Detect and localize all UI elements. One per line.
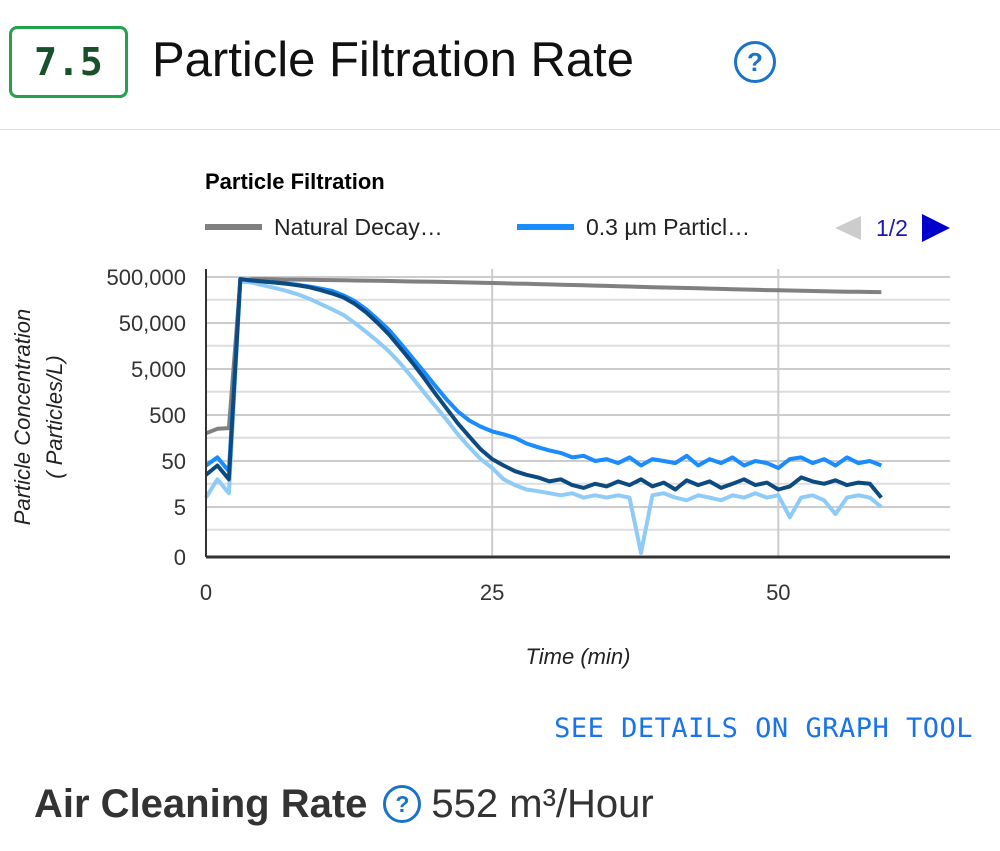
page-title: Particle Filtration Rate bbox=[152, 33, 635, 87]
air-cleaning-rate: Air Cleaning Rate ? 552 m³/Hour bbox=[34, 778, 654, 830]
y-tick-label: 5,000 bbox=[131, 357, 186, 382]
series-line-2 bbox=[204, 277, 883, 499]
particle-filtration-chart: Particle Filtration Natural Decay… 0.3 µ… bbox=[10, 169, 950, 669]
legend-label-natural-decay: Natural Decay… bbox=[274, 214, 443, 240]
y-tick-label: 5 bbox=[174, 495, 186, 520]
x-tick-label: 50 bbox=[766, 580, 790, 605]
legend-prev-arrow-icon[interactable] bbox=[835, 216, 861, 240]
divider bbox=[0, 129, 1000, 130]
x-tick-label: 25 bbox=[480, 580, 504, 605]
score-badge: 7.5 bbox=[9, 26, 128, 98]
question-circle-icon[interactable]: ? bbox=[383, 785, 422, 823]
y-tick-label: 500 bbox=[149, 403, 186, 428]
series-line-3 bbox=[204, 279, 883, 555]
y-axis-label: Particle Concentration bbox=[10, 309, 35, 525]
y-tick-label: 500,000 bbox=[106, 265, 186, 290]
series-line-1 bbox=[204, 277, 883, 474]
see-details-link[interactable]: SEE DETAILS ON GRAPH TOOL bbox=[554, 713, 973, 744]
air-cleaning-rate-label: Air Cleaning Rate bbox=[34, 782, 368, 826]
question-circle-icon[interactable]: ? bbox=[734, 41, 776, 83]
legend-page: 1/2 bbox=[876, 215, 908, 241]
y-tick-label: 0 bbox=[174, 545, 186, 570]
air-cleaning-rate-value: 552 m³/Hour bbox=[431, 782, 654, 826]
y-tick-label: 50,000 bbox=[119, 311, 186, 336]
y-axis-label-units: ( Particles/L) bbox=[42, 355, 67, 478]
legend-label-03um: 0.3 µm Particl… bbox=[586, 214, 750, 240]
y-tick-label: 50 bbox=[162, 449, 186, 474]
legend[interactable]: Natural Decay… 0.3 µm Particl… 1/2 bbox=[205, 214, 950, 242]
series-line-0 bbox=[205, 277, 882, 436]
x-axis-label: Time (min) bbox=[526, 644, 631, 669]
x-tick-label: 0 bbox=[200, 580, 212, 605]
chart-title: Particle Filtration bbox=[205, 169, 385, 194]
legend-next-arrow-icon[interactable] bbox=[922, 214, 950, 242]
